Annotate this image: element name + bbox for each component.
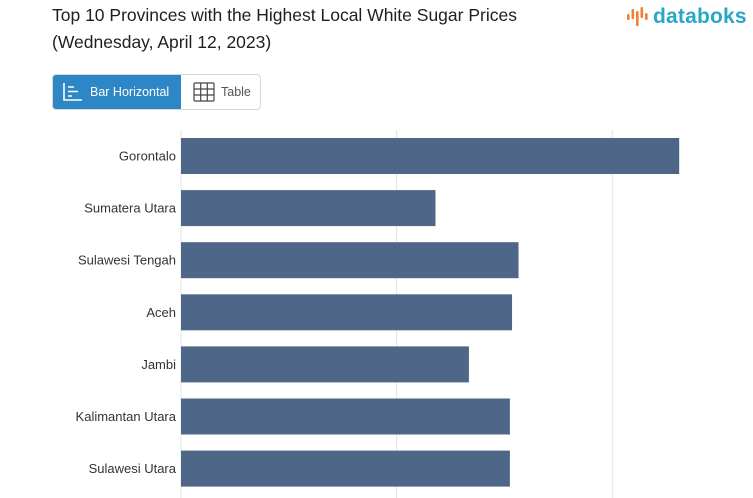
- bar-sulawesi-tengah[interactable]: [181, 242, 519, 279]
- bar-sulawesi-utara[interactable]: [181, 450, 510, 487]
- table-label: Table: [221, 85, 251, 99]
- category-label: Jambi: [141, 357, 176, 372]
- table-button[interactable]: Table: [181, 75, 260, 109]
- category-label: Aceh: [146, 305, 176, 320]
- bar-kalimantan-utara[interactable]: [181, 398, 510, 435]
- bar-horizontal-button[interactable]: Bar Horizontal: [53, 75, 181, 109]
- table-icon: [193, 82, 215, 102]
- category-label: Sulawesi Utara: [89, 461, 177, 476]
- logo-text: databoks: [653, 5, 747, 28]
- bar-chart-icon: [63, 83, 82, 101]
- category-label: Sulawesi Tengah: [78, 253, 176, 268]
- category-label: Gorontalo: [119, 149, 176, 164]
- bar-sumatera-utara[interactable]: [181, 190, 436, 227]
- bar-jambi[interactable]: [181, 346, 469, 383]
- category-label: Kalimantan Utara: [76, 409, 177, 424]
- bar-aceh[interactable]: [181, 294, 513, 331]
- databoks-logo[interactable]: databoks: [626, 4, 747, 30]
- chart-title: Top 10 Provinces with the Highest Local …: [52, 5, 517, 52]
- bar-horizontal-label: Bar Horizontal: [90, 85, 170, 99]
- category-label: Sumatera Utara: [84, 201, 177, 216]
- databoks-logo-icon: [627, 7, 648, 26]
- bar-gorontalo[interactable]: [181, 138, 680, 174]
- view-toggle: Bar Horizontal Table: [52, 74, 261, 110]
